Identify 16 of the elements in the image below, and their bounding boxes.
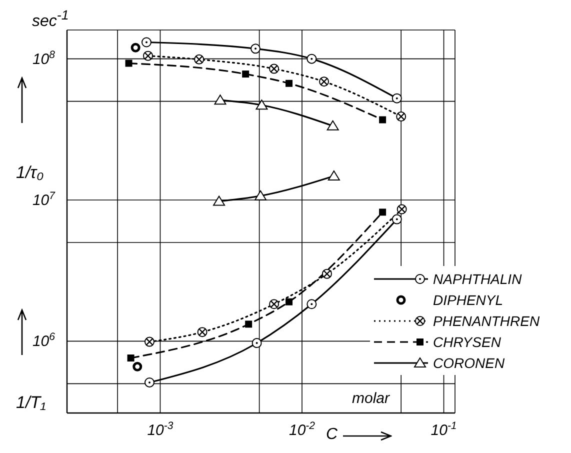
x-tick-label: 10$^{-2}$ [288,420,316,439]
x-tick-label: 10$^{-1}$ [430,420,457,439]
text: 1/τ₀ [16,163,44,182]
legend-label: PHENANTHREN [433,312,540,328]
y-tick-label: 10$^{7}$ [32,190,56,210]
annotation: molar [352,390,390,407]
legend-label: CORONEN [433,354,505,370]
text: 1/T₁ [16,393,46,412]
legend-label: DIPHENYL [433,292,504,308]
y-tick-label: 10$^{6}$ [32,331,56,350]
legend-label: NAPHTHALIN [433,270,522,286]
x-axis-title: C [326,426,338,443]
x-tick-label: 10$^{-3}$ [147,420,174,439]
legend-label: CHRYSEN [433,334,501,350]
y-axis-title: sec$^{-1}$ [32,8,69,30]
y-tick-label: 10$^{8}$ [32,48,56,68]
